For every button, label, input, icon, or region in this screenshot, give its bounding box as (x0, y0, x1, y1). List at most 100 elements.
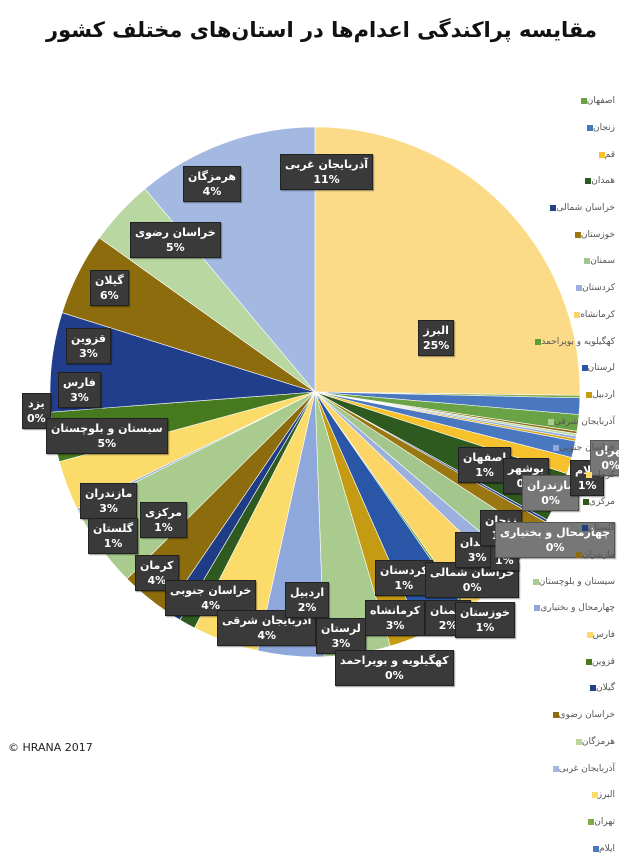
legend-label: البرز (597, 790, 615, 801)
legend-item: کرمان (510, 462, 615, 489)
legend-swatch (550, 205, 557, 212)
legend-swatch (553, 445, 560, 452)
legend-item: چهارمحال و بختیاری (510, 595, 615, 622)
legend-label: گلستان (587, 523, 615, 534)
legend-item: قم (510, 141, 615, 168)
data-label-name: گیلان (95, 274, 124, 287)
legend-label: ایلام (599, 843, 615, 854)
data-label-name: خوزستان (460, 606, 510, 619)
data-label-value: 1% (154, 521, 173, 534)
legend-item: البرز (510, 782, 615, 809)
legend-label: آذربایجان شرقی (554, 416, 615, 427)
data-label-value: 3% (79, 347, 98, 360)
legend-swatch (548, 418, 555, 425)
data-label: یزد 0% (22, 393, 51, 429)
data-label-value: 4% (147, 574, 167, 587)
data-label-value: 2% (438, 619, 458, 632)
data-label: گلستان 1% (88, 518, 139, 554)
legend-swatch (581, 525, 588, 532)
legend-swatch (586, 658, 593, 665)
data-label-value: 0% (27, 412, 46, 425)
legend-item: مرکزی (510, 488, 615, 515)
legend-label: اصفهان (586, 96, 615, 107)
legend-label: کهگیلویه و بویراحمد (541, 336, 615, 347)
data-label-value: 25% (423, 339, 450, 352)
legend-label: کرمانشاه (580, 309, 615, 320)
legend-label: کرمان (591, 469, 615, 480)
pie-slice (314, 126, 581, 396)
legend-swatch (590, 685, 597, 692)
data-label-name: یزد (28, 397, 45, 410)
legend-label: خراسان رضوی (558, 710, 615, 721)
data-label-value: 0% (601, 459, 619, 472)
legend-item: اصفهان (510, 88, 615, 115)
legend-item: کهگیلویه و بویراحمد (510, 328, 615, 355)
data-label-value: 4% (257, 629, 277, 642)
legend-label: چهارمحال و بختیاری (540, 603, 615, 614)
legend-item: ایلام (510, 835, 615, 862)
legend-item: آذربایجان غربی (510, 755, 615, 782)
data-label-name: فارس (63, 376, 96, 389)
legend-item: خراسان جنوبی (510, 435, 615, 462)
legend-label: سیستان و بلوچستان (538, 576, 615, 587)
legend-item: کردستان (510, 275, 615, 302)
data-label-name: اصفهان (463, 451, 507, 464)
legend-item: اردبیل (510, 382, 615, 409)
data-label-value: 6% (99, 289, 119, 302)
data-label-value: 5% (97, 437, 117, 450)
data-label-name: کهگیلویه و بویراحمد (340, 654, 449, 667)
legend-item: گلستان (510, 515, 615, 542)
data-label: لرستان 3% (316, 618, 366, 654)
legend-swatch (581, 365, 588, 372)
legend-swatch (586, 391, 593, 398)
legend-label: هرمزگان (581, 736, 615, 747)
legend-label: تهران (594, 816, 615, 827)
data-label-value: 0% (541, 494, 560, 507)
legend-item: سیستان و بلوچستان (510, 568, 615, 595)
data-label: مازندران 3% (80, 483, 138, 519)
legend-item: قزوین (510, 648, 615, 675)
legend-swatch (586, 632, 593, 639)
data-label-name: البرز (423, 324, 449, 337)
data-label: تهران 0% (590, 440, 619, 476)
legend-swatch (593, 845, 600, 852)
legend-swatch (588, 818, 595, 825)
copyright: © HRANA 2017 (8, 741, 93, 754)
legend-label: همدان (591, 176, 615, 187)
legend-label: زنجان (592, 123, 615, 134)
data-label-value: 3% (70, 391, 89, 404)
legend-swatch (580, 98, 587, 105)
data-label: اصفهان 1% (458, 447, 512, 483)
data-label-value: 3% (467, 551, 487, 564)
legend-swatch (584, 258, 591, 265)
data-label-name: گلستان (93, 522, 134, 535)
data-label-value: 0% (384, 669, 404, 682)
legend-label: خوزستان (580, 229, 615, 240)
legend-label: کردستان (582, 283, 615, 294)
legend-swatch (552, 712, 559, 719)
data-label-value: 1% (103, 537, 123, 550)
data-label: قزوین 3% (66, 328, 111, 364)
legend-swatch (574, 231, 581, 238)
legend-item: هرمزگان (510, 729, 615, 756)
legend-swatch (598, 151, 605, 158)
legend-label: لرستان (587, 363, 615, 374)
legend-swatch (574, 311, 581, 318)
chart-title: مقایسه پراکندگی اعدام‌ها در استان‌های مخ… (45, 18, 597, 42)
legend-item: آذربایجان شرقی (510, 408, 615, 435)
data-label-value: 11% (313, 173, 340, 186)
data-label: مرکزی 1% (140, 502, 187, 538)
data-label-name: اردبیل (290, 586, 325, 599)
data-label-name: کرمانشاه (370, 604, 421, 617)
legend-label: اردبیل (592, 389, 615, 400)
data-label: البرز 25% (418, 320, 455, 356)
legend-swatch (576, 285, 583, 292)
legend-item: خراسان شمالی (510, 195, 615, 222)
legend-swatch (586, 125, 593, 132)
data-label: فارس 3% (58, 372, 101, 408)
legend-label: مازندران (582, 550, 615, 561)
data-label-name: کرمان (140, 559, 174, 572)
legend-swatch (582, 498, 589, 505)
data-label-name: هرمزگان (188, 170, 237, 183)
data-label: سیستان و بلوچستان 5% (46, 418, 168, 454)
